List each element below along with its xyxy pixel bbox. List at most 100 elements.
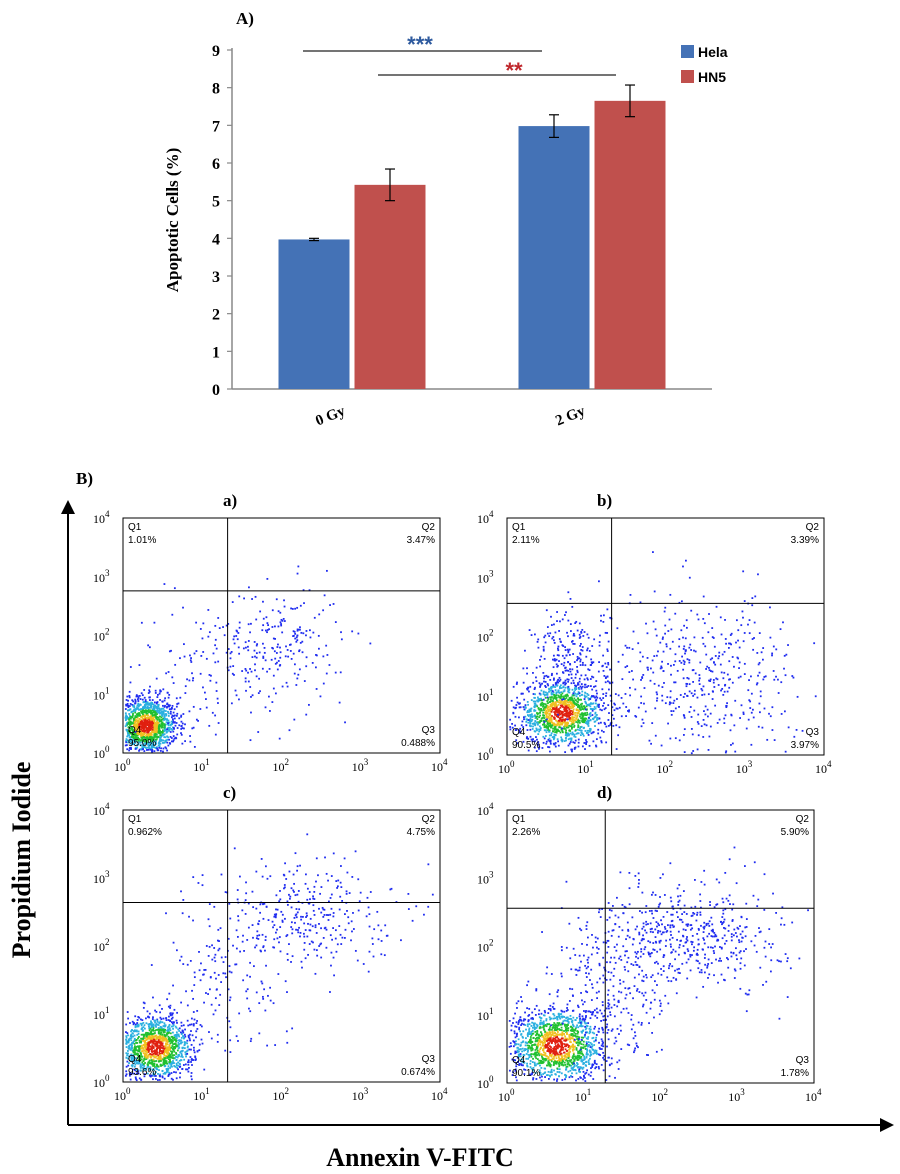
event-dot [667, 663, 669, 665]
event-dot [532, 693, 535, 695]
event-dot [281, 619, 284, 622]
event-dot [682, 696, 685, 698]
event-dot [261, 875, 264, 878]
event-dot [286, 953, 289, 955]
event-dot [162, 730, 165, 733]
event-dot [703, 710, 705, 713]
event-dot [129, 1049, 132, 1051]
event-dot [762, 647, 765, 649]
event-dot [683, 645, 686, 648]
event-dot [166, 1062, 168, 1065]
event-dot [607, 704, 610, 707]
event-dot [151, 731, 154, 734]
event-dot [202, 651, 205, 653]
event-dot [567, 699, 570, 702]
event-dot [132, 735, 135, 738]
event-dot [303, 922, 306, 925]
event-dot [273, 924, 276, 927]
event-dot [189, 740, 192, 743]
event-dot [576, 700, 578, 703]
event-dot [350, 920, 353, 923]
event-dot [172, 730, 175, 733]
event-dot [535, 680, 538, 683]
event-dot [686, 676, 689, 679]
event-dot [133, 1048, 136, 1051]
event-dot [125, 741, 128, 744]
event-dot [138, 1035, 140, 1038]
event-dot [768, 712, 770, 715]
event-dot [155, 731, 158, 734]
event-dot [681, 655, 684, 658]
event-dot [187, 1034, 190, 1037]
event-dot [566, 718, 569, 721]
event-dot [577, 732, 580, 735]
event-dot [166, 728, 169, 731]
subplot-label: b) [597, 491, 612, 510]
event-dot [570, 712, 573, 715]
event-dot [160, 1044, 162, 1047]
event-dot [156, 713, 158, 716]
subplot-label: a) [223, 491, 237, 510]
event-dot [148, 1027, 151, 1030]
event-dot [305, 916, 307, 918]
event-dot [140, 728, 143, 731]
event-dot [550, 716, 553, 719]
event-dot [784, 750, 787, 753]
event-dot [247, 623, 250, 626]
event-dot [710, 670, 712, 672]
event-dot [575, 688, 578, 690]
event-dot [574, 736, 577, 738]
event-dot [552, 735, 555, 738]
event-dot [683, 751, 686, 754]
event-dot [512, 685, 515, 688]
event-dot [338, 908, 341, 911]
event-dot [532, 700, 535, 703]
event-dot [557, 645, 560, 648]
event-dot [534, 633, 536, 636]
event-dot [167, 1025, 170, 1028]
event-dot [151, 739, 153, 741]
event-dot [586, 677, 589, 680]
event-dot [232, 638, 235, 641]
event-dot [179, 696, 182, 699]
event-dot [207, 635, 210, 638]
event-dot [671, 640, 674, 643]
event-dot [670, 673, 672, 676]
event-dot [164, 1045, 167, 1048]
event-dot [217, 660, 220, 663]
event-dot [141, 1030, 144, 1032]
event-dot [132, 717, 135, 720]
event-dot [146, 705, 149, 708]
event-dot [526, 719, 529, 721]
event-dot [535, 666, 538, 669]
event-dot [186, 1042, 189, 1045]
event-dot [244, 668, 247, 670]
event-dot [292, 630, 295, 633]
event-dot [177, 702, 180, 705]
event-dot [631, 648, 634, 651]
event-dot [326, 569, 328, 572]
event-dot [137, 696, 140, 699]
event-dot [137, 705, 140, 708]
event-dot [158, 1028, 161, 1031]
event-dot [128, 713, 131, 715]
event-dot [537, 707, 540, 710]
event-dot [140, 621, 143, 624]
event-dot [661, 660, 663, 663]
event-dot [280, 618, 283, 621]
event-dot [383, 954, 386, 957]
event-dot [575, 709, 578, 712]
event-dot [632, 678, 635, 681]
event-dot [561, 730, 564, 732]
event-dot [377, 938, 380, 941]
event-dot [775, 675, 777, 678]
event-dot [632, 630, 635, 633]
event-dot [512, 712, 515, 715]
event-dot [139, 698, 142, 700]
event-dot [183, 1041, 186, 1044]
event-dot [550, 734, 553, 737]
event-dot [225, 624, 228, 627]
event-dot [566, 734, 569, 737]
event-dot [158, 1035, 161, 1037]
event-dot [127, 721, 130, 724]
